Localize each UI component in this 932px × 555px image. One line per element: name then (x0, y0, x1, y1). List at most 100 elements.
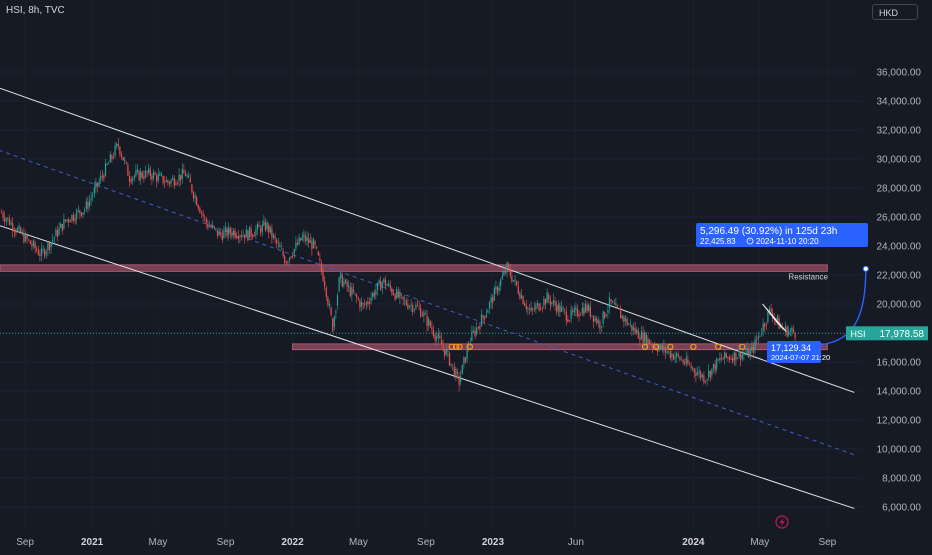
candle (29, 240, 31, 245)
candle-body (0, 212, 3, 214)
candle (680, 355, 683, 361)
candle (522, 295, 524, 305)
candle (656, 345, 659, 357)
candle (316, 246, 318, 250)
candle-body (168, 182, 171, 185)
candle-body (66, 219, 68, 221)
candle (461, 364, 463, 375)
candle-body (312, 238, 315, 249)
candle-body (687, 359, 689, 364)
candle-body (501, 275, 503, 280)
candle (391, 286, 393, 296)
candle-body (669, 351, 671, 358)
candle-body (608, 297, 611, 308)
candle-body (538, 303, 540, 311)
candle-body (127, 165, 129, 176)
candle (207, 219, 209, 231)
candle-body (493, 288, 495, 301)
candle-body (69, 220, 71, 223)
candle-body (492, 297, 494, 304)
candle-body (648, 339, 651, 345)
candle-body (240, 235, 243, 237)
candle (616, 304, 619, 308)
candle (674, 350, 676, 364)
candle-body (79, 210, 81, 214)
candle (661, 342, 663, 353)
candle (600, 326, 603, 333)
candle-body (71, 214, 73, 221)
candle (220, 229, 222, 238)
candle-body (786, 326, 788, 337)
candle-body (282, 250, 284, 256)
candle (428, 316, 430, 331)
candle-body (714, 364, 716, 371)
candle (740, 351, 742, 367)
candle (724, 351, 726, 365)
candle-body (136, 169, 139, 172)
support-marker (739, 343, 746, 350)
candle-body (652, 344, 654, 348)
marker-layer (448, 303, 787, 350)
candle (792, 325, 795, 334)
candle (759, 335, 761, 338)
candle-body (480, 314, 483, 327)
start-value-label: 17,129.34 (771, 343, 811, 353)
candle-body (184, 173, 187, 177)
candle-body (477, 326, 479, 328)
candle-body (322, 272, 324, 282)
candle-body (616, 305, 619, 307)
candle-body (532, 308, 534, 310)
candle (82, 212, 84, 219)
candle-body (476, 327, 478, 334)
candle-body (159, 173, 161, 176)
candle (140, 167, 142, 185)
candle-body (341, 275, 343, 287)
candle-body (135, 170, 137, 176)
candle-body (724, 351, 726, 359)
candle-body (604, 312, 606, 319)
candle-body (407, 304, 409, 309)
candle (98, 177, 100, 188)
candle-body (23, 233, 25, 243)
candle (229, 226, 231, 239)
candle (628, 322, 630, 325)
candle-body (191, 184, 193, 193)
candle (725, 352, 727, 359)
candle (492, 294, 494, 310)
candle (604, 311, 606, 320)
candle (472, 325, 475, 334)
candle (690, 362, 692, 371)
candle-body (248, 226, 251, 239)
support-marker (652, 343, 660, 350)
candle (349, 282, 351, 298)
candle-body (260, 227, 262, 234)
candle-body (285, 261, 287, 264)
candle (436, 331, 438, 343)
candle-body (362, 303, 364, 305)
candle (506, 261, 508, 278)
candle-body (90, 198, 92, 200)
candle-body (228, 227, 230, 236)
candle-body (429, 321, 431, 327)
candle (629, 318, 631, 328)
candle-body (199, 208, 201, 213)
candle (717, 358, 719, 362)
candle-body (381, 282, 383, 288)
candle (549, 295, 551, 311)
candle-body (728, 357, 731, 360)
candle-body (711, 368, 713, 376)
candle-body (108, 163, 110, 165)
candle-body (752, 346, 755, 353)
candle-body (708, 370, 710, 378)
currency-button[interactable]: HKD (872, 4, 918, 20)
candle (756, 334, 758, 345)
candle (728, 354, 731, 363)
candle (476, 321, 478, 337)
candle-body (768, 308, 771, 312)
candle (10, 219, 12, 226)
candle-body (55, 229, 57, 237)
candle-body (205, 218, 207, 224)
candle (488, 300, 491, 315)
